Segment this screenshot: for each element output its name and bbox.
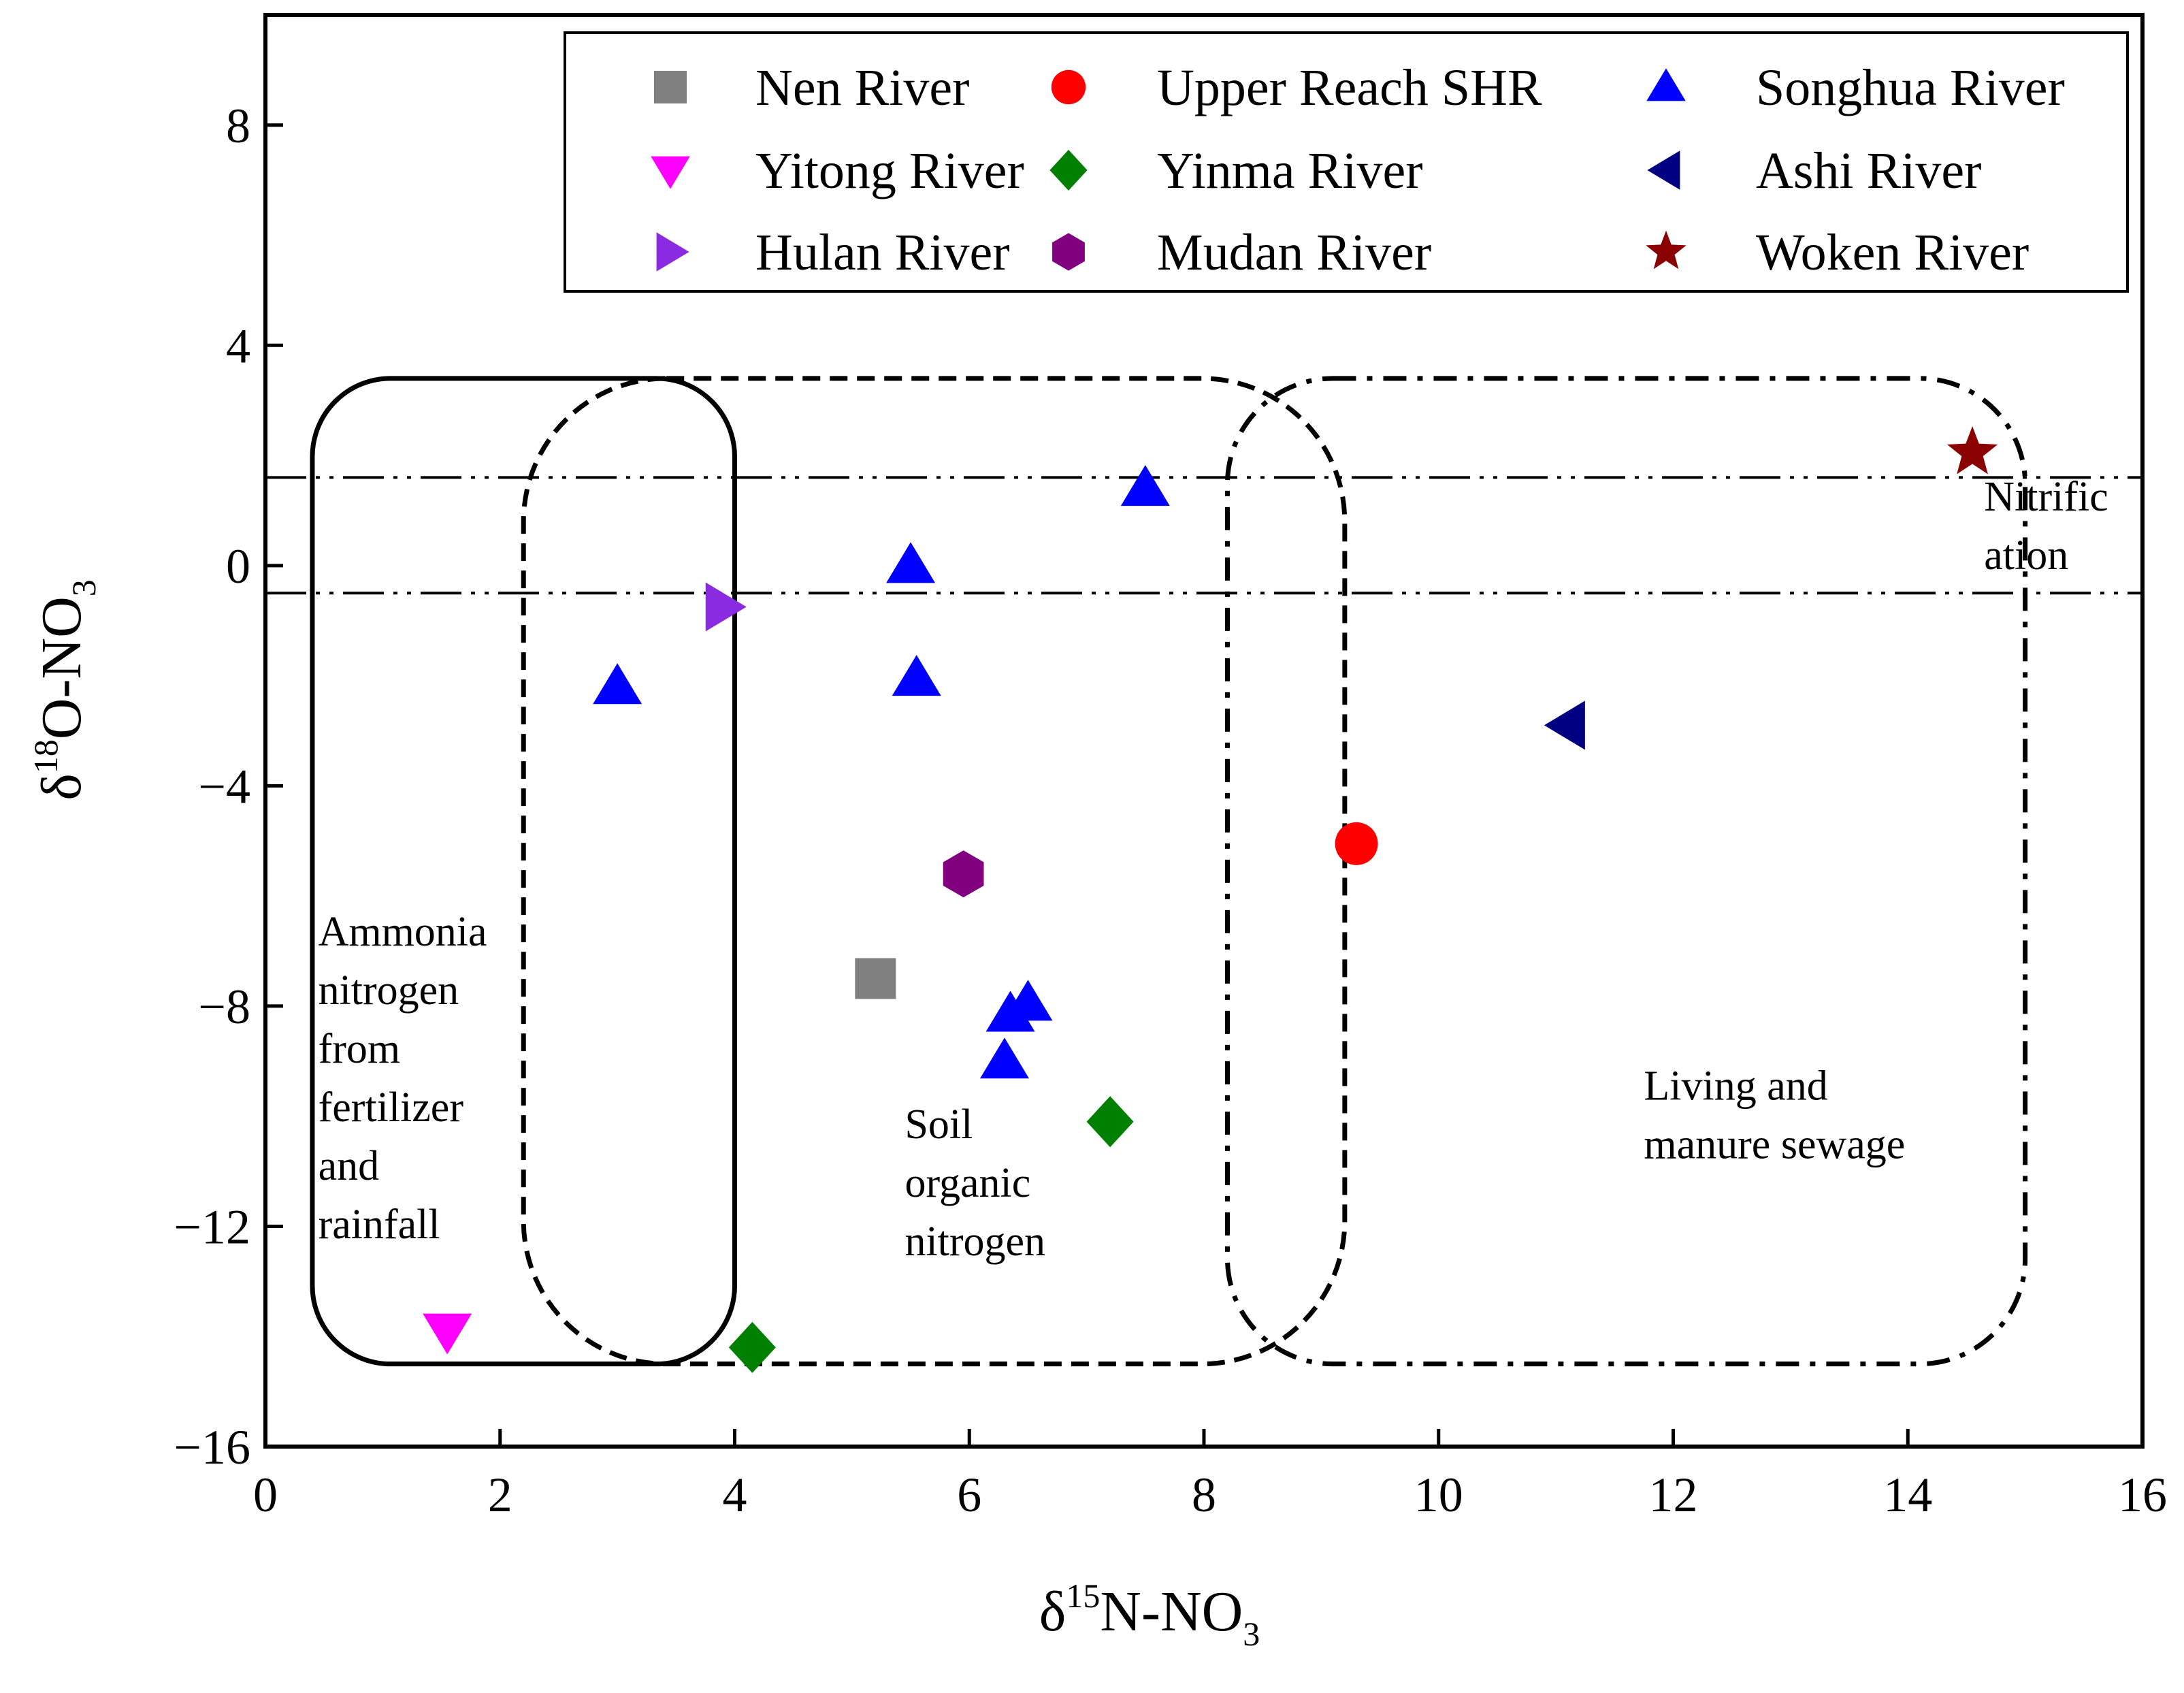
- legend-marker-nen-river: [654, 71, 687, 103]
- y-tick-label: −12: [174, 1199, 250, 1254]
- point-ashi-river-1: [1544, 700, 1585, 750]
- region-3-dash-dot: [1224, 376, 2028, 1367]
- reference-lines-layer: [265, 476, 2142, 595]
- legend-box: [564, 31, 2129, 293]
- soil-label: Soil organic nitrogen: [904, 1101, 1045, 1265]
- nitrification-label-line-2: ation: [1984, 532, 2068, 579]
- axes-layer: 0 2 4 6 8 10 12 14 16−16−12−8−4048δ15N-NO3δ18O-N…: [27, 13, 2167, 1653]
- legend-label-yitong-river: Yitong River: [755, 142, 1024, 199]
- sewage-label: Living and manure sewage: [1644, 1063, 1905, 1167]
- legend-label-upper-reach-shr: Upper Reach SHR: [1157, 59, 1542, 116]
- ammonia-label-line-2: nitrogen: [319, 967, 459, 1014]
- point-songhua-river-6: [1003, 980, 1053, 1021]
- point-songhua-river-1: [593, 663, 642, 705]
- soil-label-line-2: organic: [904, 1160, 1030, 1206]
- x-tick-label: 8: [1192, 1468, 1216, 1522]
- y-axis-title: δ18O-NO3: [27, 579, 103, 801]
- series-yinma-river: [728, 1096, 1134, 1373]
- legend: Nen River Upper Reach SHR Songhua River Yit…: [564, 31, 2129, 293]
- series-ashi-river: [1544, 700, 1585, 750]
- series-woken-river: [1946, 426, 1998, 474]
- series-mudan-river: [943, 850, 984, 898]
- series-songhua-river: [593, 465, 1170, 1079]
- region-1-solid: [310, 376, 737, 1367]
- y-tick-label: −8: [198, 980, 250, 1034]
- legend-marker-hulan-river: [656, 232, 689, 272]
- y-tick-label: 4: [226, 319, 250, 373]
- legend-label-woken-river: Woken River: [1756, 224, 2029, 281]
- y-axis-title-prefix: δ: [30, 773, 93, 801]
- series-hulan-river: [705, 582, 747, 632]
- x-axis-title-main: N-NO: [1100, 1580, 1243, 1643]
- series-nen-river: [855, 958, 896, 999]
- series-yitong-river: [423, 1313, 472, 1355]
- ammonia-label-line-3: from: [319, 1026, 401, 1072]
- point-songhua-river-7: [979, 1037, 1029, 1079]
- x-tick-label: 12: [1649, 1468, 1698, 1522]
- legend-marker-songhua-river: [1646, 68, 1686, 101]
- x-tick-label: 0: [253, 1468, 278, 1522]
- point-nen-river-1: [855, 958, 896, 999]
- legend-label-mudan-river: Mudan River: [1157, 224, 1431, 281]
- x-tick-label: 6: [957, 1468, 981, 1522]
- x-axis-title-sup: 15: [1066, 1577, 1100, 1615]
- point-hulan-river-1: [705, 582, 747, 632]
- y-axis-title-main: O-NO: [30, 596, 93, 739]
- y-tick-label: 8: [226, 99, 250, 153]
- points-layer: [423, 426, 1998, 1373]
- series-upper-reach-shr: [1335, 822, 1378, 865]
- legend-marker-yitong-river: [651, 156, 690, 189]
- legend-marker-yinma-river: [1049, 150, 1088, 191]
- legend-label-hulan-river: Hulan River: [755, 224, 1010, 281]
- x-axis-title-prefix: δ: [1039, 1580, 1066, 1643]
- point-songhua-river-4: [1120, 465, 1170, 506]
- ammonia-label-line-6: rainfall: [319, 1202, 440, 1248]
- y-axis-title-sub: 3: [65, 579, 103, 596]
- legend-label-songhua-river: Songhua River: [1756, 59, 2065, 116]
- legend-marker-ashi-river: [1647, 150, 1680, 190]
- x-axis-title: δ15N-NO3: [1039, 1577, 1260, 1653]
- legend-marker-upper-reach-shr: [1051, 69, 1086, 105]
- y-tick-label: −4: [198, 759, 250, 813]
- x-tick-label: 16: [2118, 1468, 2167, 1522]
- regions-layer: [310, 376, 2028, 1367]
- annotations-layer: Ammonia nitrogen from fertilizer and rainfall…: [319, 474, 2108, 1265]
- point-yitong-river-1: [423, 1313, 472, 1355]
- y-axis-title-sup: 18: [27, 739, 65, 773]
- ammonia-label-line-4: fertilizer: [319, 1084, 464, 1131]
- y-tick-label: −16: [174, 1420, 250, 1474]
- point-yinma-river-2: [1086, 1096, 1134, 1148]
- point-woken-river-1: [1946, 426, 1998, 474]
- point-songhua-river-2: [886, 542, 936, 583]
- legend-marker-mudan-river: [1052, 233, 1085, 271]
- legend-label-ashi-river: Ashi River: [1756, 142, 1981, 199]
- soil-label-line-3: nitrogen: [904, 1219, 1045, 1265]
- point-songhua-river-3: [892, 655, 941, 696]
- nitrification-label: Nitrific ation: [1984, 474, 2108, 579]
- x-tick-label: 4: [723, 1468, 747, 1522]
- ammonia-label-line-1: Ammonia: [319, 909, 487, 955]
- sewage-label-line-2: manure sewage: [1644, 1121, 1905, 1167]
- soil-label-line-1: Soil: [904, 1101, 973, 1148]
- sewage-label-line-1: Living and: [1644, 1063, 1827, 1109]
- region-2-dashed: [521, 376, 1348, 1367]
- y-tick-label: 0: [226, 539, 250, 594]
- ammonia-label-line-5: and: [319, 1143, 380, 1189]
- ammonia-label: Ammonia nitrogen from fertilizer and rainfall: [319, 909, 487, 1248]
- nitrification-label-line-1: Nitrific: [1984, 474, 2108, 520]
- x-tick-label: 14: [1883, 1468, 1932, 1522]
- point-yinma-river-1: [728, 1321, 776, 1373]
- x-axis-title-sub: 3: [1243, 1615, 1260, 1653]
- legend-label-yinma-river: Yinma River: [1157, 142, 1423, 199]
- point-mudan-river-1: [943, 850, 984, 898]
- legend-label-nen-river: Nen River: [755, 59, 969, 116]
- legend-marker-woken-river: [1646, 230, 1686, 270]
- point-upper-reach-shr-1: [1335, 822, 1378, 865]
- x-tick-label: 10: [1414, 1468, 1463, 1522]
- x-tick-label: 2: [488, 1468, 512, 1522]
